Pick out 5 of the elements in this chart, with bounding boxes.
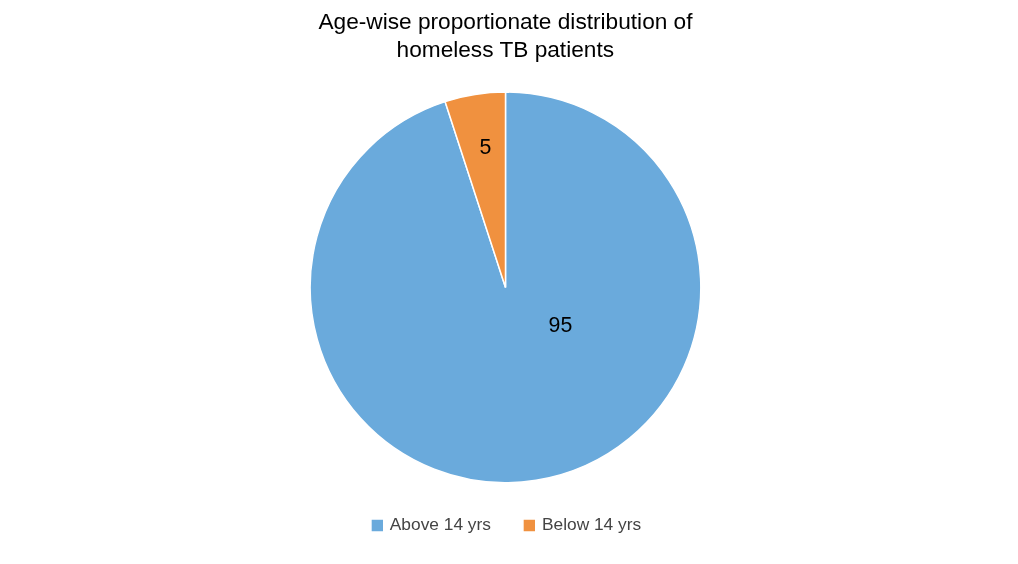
data-label: 5 (479, 135, 492, 160)
legend-label: Above 14 yrs (389, 514, 491, 535)
chart-title: Age-wise proportionate distribution of homeless TB patients (318, 7, 694, 63)
legend-label: Below 14 yrs (541, 514, 642, 535)
data-label: 95 (548, 313, 573, 338)
